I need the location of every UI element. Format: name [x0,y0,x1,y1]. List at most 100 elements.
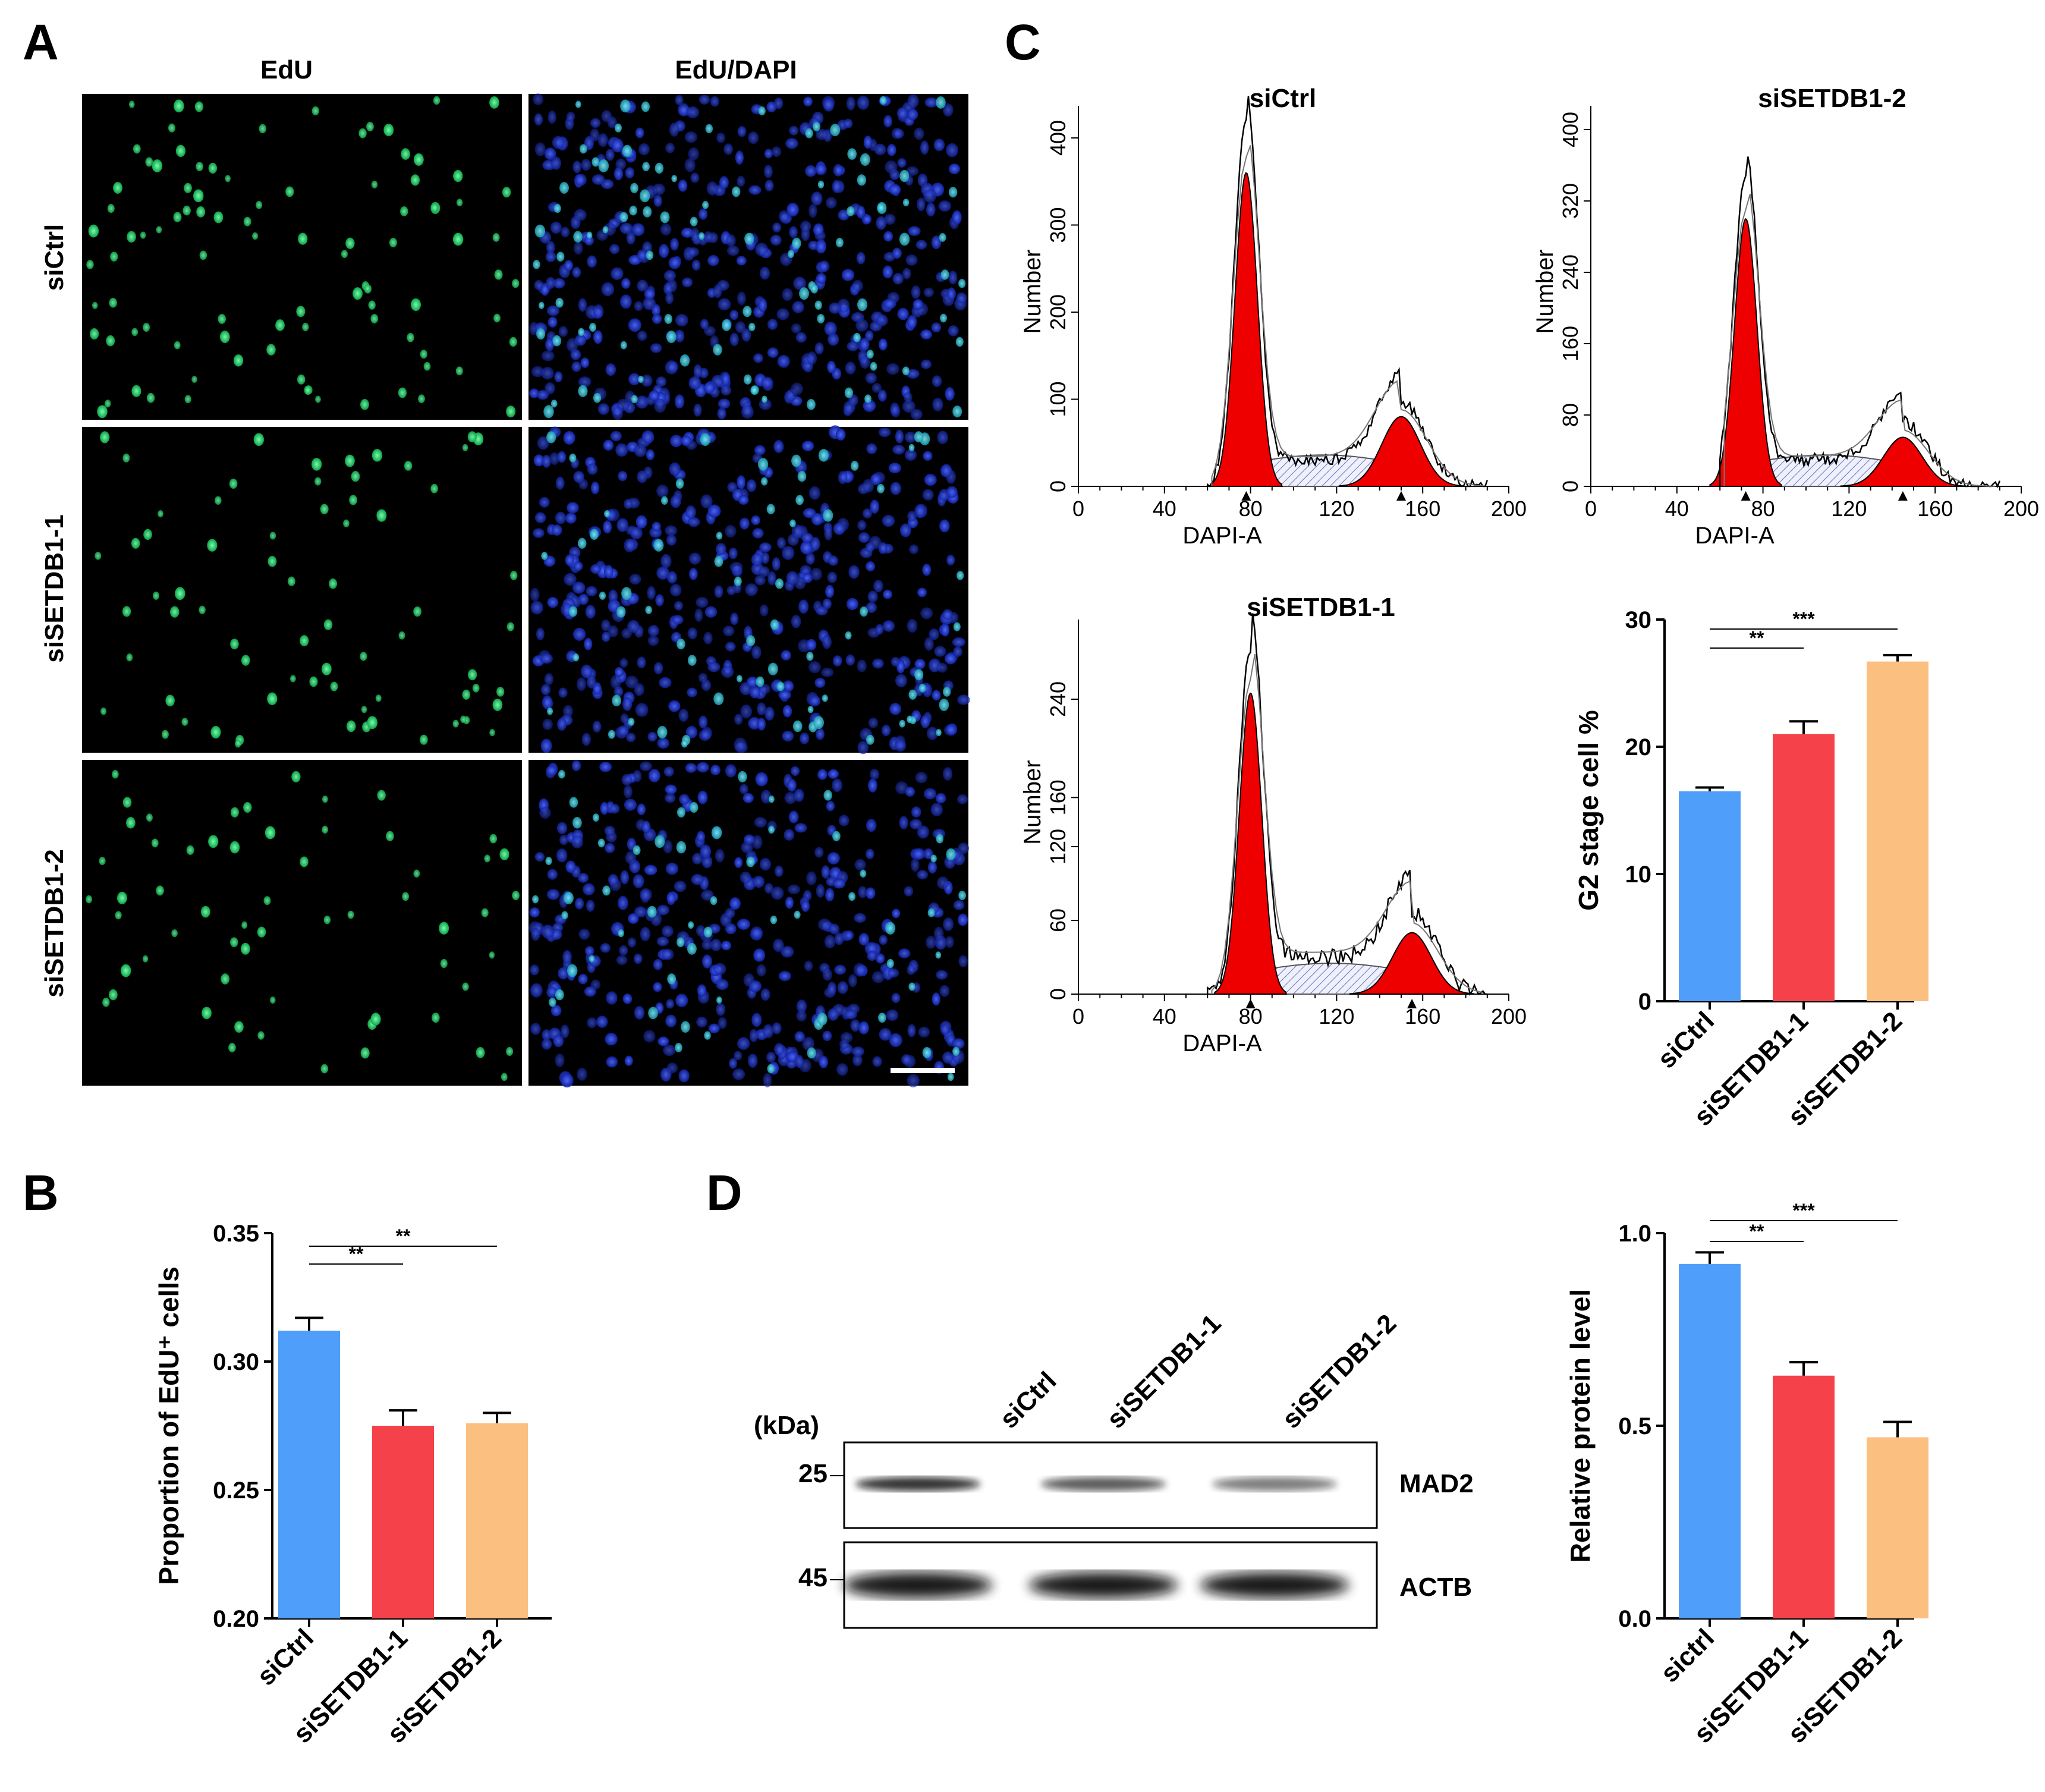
dapi-nucleus [756,964,766,977]
dapi-nucleus [844,118,853,128]
dapi-nucleus [827,982,836,995]
flow-y-axis-label: Number [1020,760,1046,844]
dapi-nucleus [554,371,563,383]
dapi-nucleus [793,276,807,290]
merged-nucleus [703,926,713,938]
dapi-nucleus [911,806,921,818]
dapi-nucleus [810,536,820,551]
dapi-nucleus [806,639,817,651]
edu-nucleus [300,856,309,867]
edu-nucleus [194,101,204,112]
dapi-nucleus [848,565,860,579]
dapi-nucleus [787,884,801,894]
dapi-nucleus [573,471,584,483]
edu-nucleus [228,1043,236,1052]
dapi-nucleus [621,278,631,289]
dapi-nucleus [866,561,876,572]
edu-nucleus [404,461,413,471]
dapi-nucleus [822,634,832,649]
edu-nucleus [460,715,467,724]
merged-nucleus [547,707,553,715]
dapi-nucleus [534,512,546,524]
merged-nucleus [567,964,578,977]
edu-nucleus [102,997,110,1007]
panel-label-c: C [1005,14,1041,70]
dapi-nucleus [814,164,828,176]
dapi-nucleus [910,819,923,829]
merged-nucleus [948,187,958,198]
edu-nucleus [213,211,224,224]
dapi-nucleus [851,1046,864,1057]
dapi-nucleus [545,382,555,395]
bar-sisetdb1-2 [1867,661,1928,1001]
dapi-nucleus [872,658,884,669]
dapi-nucleus [650,343,662,353]
edu-nucleus [158,510,163,518]
merged-nucleus [794,910,801,919]
dapi-nucleus [734,857,743,868]
dapi-nucleus [907,619,918,633]
merged-nucleus [702,200,709,209]
dapi-nucleus [751,515,760,526]
dapi-nucleus [946,143,959,158]
merged-nucleus [899,232,910,246]
dapi-nucleus [904,432,917,443]
dapi-nucleus [865,372,877,384]
dapi-nucleus [701,855,713,869]
bar-sictrl [1679,1263,1741,1618]
protein-label-mad2: MAD2 [1399,1469,1474,1498]
edu-nucleus [230,937,238,948]
merged-nucleus [736,675,743,683]
merged-nucleus [614,123,622,133]
flow-y-tick-label: 400 [1558,112,1582,147]
dapi-nucleus [856,205,866,219]
dapi-nucleus [860,338,870,351]
dapi-nucleus [665,143,675,153]
merged-nucleus [927,908,935,917]
merged-nucleus [622,144,633,157]
dapi-nucleus [899,523,911,537]
dapi-nucleus [778,690,792,700]
dapi-nucleus [726,245,740,256]
dapi-nucleus [957,794,968,804]
merged-nucleus [559,181,569,194]
dapi-nucleus [540,684,551,696]
dapi-nucleus [811,513,823,526]
dapi-nucleus [545,251,556,262]
dapi-nucleus [897,158,907,168]
dapi-nucleus [635,127,644,139]
dapi-nucleus [866,887,876,900]
dapi-nucleus [578,928,590,940]
dapi-nucleus [606,1056,618,1068]
protein-label-actb: ACTB [1399,1573,1472,1602]
dapi-nucleus [661,925,674,938]
dapi-nucleus [687,247,700,257]
dapi-nucleus [876,314,888,326]
dapi-nucleus [865,330,874,341]
panel-a-micrographs: EdU EdU/DAPI siCtrl siSETDB1-1 siSETDB1-… [40,55,970,1087]
edu-nucleus [120,964,131,977]
merged-nucleus [655,835,665,848]
merged-nucleus [597,838,605,848]
merged-nucleus [642,162,650,171]
dapi-nucleus [901,1054,911,1065]
dapi-nucleus [886,363,899,375]
dapi-nucleus [913,299,924,310]
merged-nucleus [908,982,915,991]
dapi-nucleus [754,817,767,828]
dapi-nucleus [942,767,953,781]
dapi-nucleus [759,398,772,410]
dapi-nucleus [587,1017,597,1029]
dapi-nucleus [772,222,782,233]
dapi-nucleus [827,360,836,373]
column-header-edu-dapi: EdU/DAPI [675,55,797,84]
dapi-nucleus [825,197,837,209]
edu-nucleus [263,896,271,906]
blot-band-actb-3 [1200,1572,1349,1598]
dapi-nucleus [666,1062,678,1074]
dapi-nucleus [626,231,635,245]
dapi-nucleus [766,101,776,113]
dapi-nucleus [888,968,899,978]
edu-nucleus [110,251,118,262]
dapi-nucleus [752,528,764,539]
